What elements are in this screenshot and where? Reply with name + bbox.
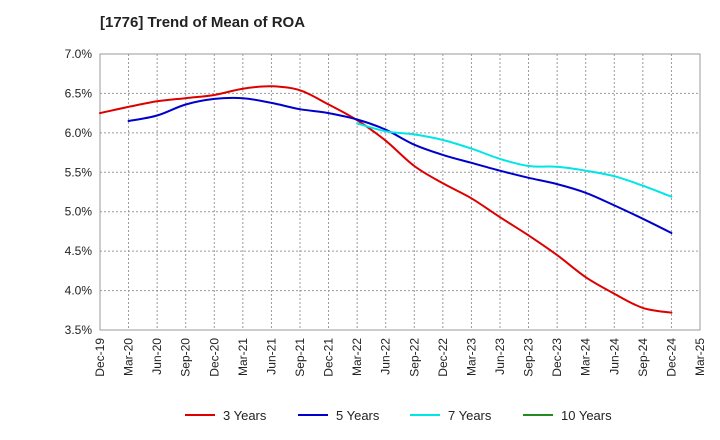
series-lines	[99, 85, 673, 314]
x-tick-label: Mar-24	[579, 338, 593, 376]
x-tick-label: Jun-24	[607, 338, 621, 375]
x-tick-label: Mar-25	[693, 338, 707, 376]
grid-lines	[100, 54, 700, 330]
x-tick-label: Sep-22	[407, 338, 421, 377]
x-tick-label: Sep-23	[522, 338, 536, 377]
y-tick-label: 4.0%	[65, 284, 93, 298]
legend-label-5-years: 5 Years	[336, 408, 380, 423]
x-tick-label: Dec-24	[664, 338, 678, 377]
x-tick-label: Sep-21	[293, 338, 307, 377]
y-tick-label: 5.0%	[65, 205, 93, 219]
x-tick-label: Dec-22	[436, 338, 450, 377]
x-tick-label: Sep-24	[636, 338, 650, 377]
series-line-7-years	[356, 122, 673, 198]
y-tick-label: 4.5%	[65, 244, 93, 258]
y-tick-label: 6.0%	[65, 126, 93, 140]
plot-area-border	[99, 53, 701, 331]
x-tick-label: Mar-20	[122, 338, 136, 376]
y-tick-label: 6.5%	[65, 86, 93, 100]
y-tick-label: 5.5%	[65, 165, 93, 179]
x-tick-label: Dec-19	[93, 338, 107, 377]
y-tick-label: 7.0%	[65, 47, 93, 61]
x-tick-label: Dec-23	[550, 338, 564, 377]
x-tick-label: Jun-21	[264, 338, 278, 375]
y-tick-label: 3.5%	[65, 323, 93, 337]
x-tick-label: Dec-20	[207, 338, 221, 377]
legend-label-10-years: 10 Years	[561, 408, 612, 423]
x-tick-label: Mar-21	[236, 338, 250, 376]
x-tick-label: Dec-21	[322, 338, 336, 377]
x-tick-label: Sep-20	[179, 338, 193, 377]
series-line-5-years	[127, 96, 673, 234]
legend-label-3-years: 3 Years	[223, 408, 267, 423]
x-tick-label: Mar-22	[350, 338, 364, 376]
y-axis-tick-labels: 3.5% 4.0% 4.5% 5.0% 5.5% 6.0% 6.5% 7.0%	[65, 47, 93, 337]
x-tick-label: Jun-20	[150, 338, 164, 375]
x-tick-label: Jun-22	[379, 338, 393, 375]
x-tick-label: Mar-23	[464, 338, 478, 376]
legend-label-7-years: 7 Years	[448, 408, 492, 423]
x-tick-label: Jun-23	[493, 338, 507, 375]
series-line-3-years	[99, 85, 673, 314]
chart-title: [1776] Trend of Mean of ROA	[100, 14, 306, 31]
x-axis-tick-labels: Dec-19 Mar-20 Jun-20 Sep-20 Dec-20 Mar-21 Jun-…	[93, 338, 707, 377]
legend: 3 Years 5 Years 7 Years 10 Years	[185, 408, 612, 423]
